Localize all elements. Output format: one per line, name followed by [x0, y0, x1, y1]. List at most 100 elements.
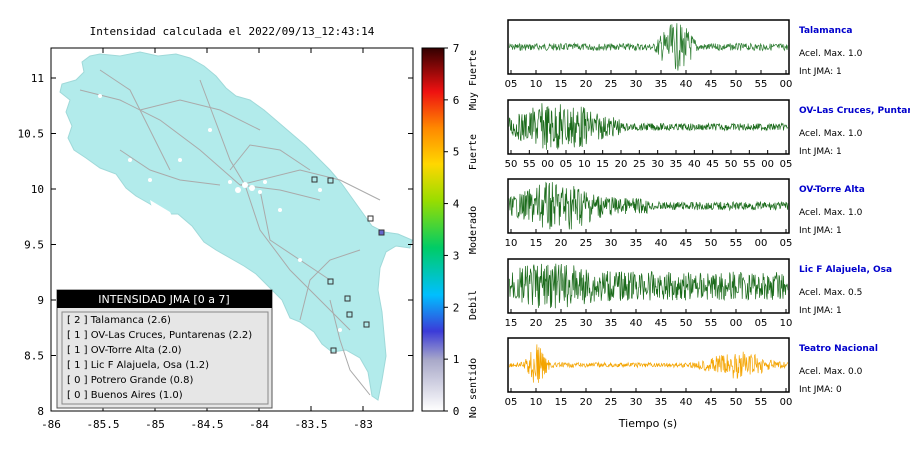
waveform-tick-label: 30 — [651, 159, 664, 170]
waveform-trace — [508, 263, 789, 309]
waveform-trace — [508, 103, 789, 150]
waveform-tick-label: 05 — [780, 159, 793, 170]
accel-max: Acel. Max. 1.0 — [799, 129, 863, 139]
waveform-panel: 50 55 00 05 10 15 20 25 30 35 40 45 50 55 00 05 OV-Las C… — [505, 99, 910, 170]
colorbar-label-no-sentido: No sentido — [468, 358, 479, 418]
colorbar-tick-label: 6 — [453, 94, 460, 107]
waveform-tick-label: 10 — [530, 79, 543, 90]
station-markers — [311, 176, 385, 354]
map-x-tick-label: -85.5 — [86, 418, 119, 431]
legend-item: [ 0 ] Buenos Aires (1.0) — [67, 390, 183, 401]
map-y-tick-label: 8 — [37, 405, 44, 418]
jma-intensity: Int JMA: 1 — [799, 67, 842, 77]
waveform-tick-label: 00 — [780, 397, 793, 408]
map-y-axis: 11 10.5 10 9.5 9 8.5 8 — [18, 72, 413, 418]
accel-max: Acel. Max. 1.0 — [799, 49, 863, 59]
colorbar-tick-label: 2 — [453, 301, 460, 314]
legend-item: [ 1 ] Lic F Alajuela, Osa (1.2) — [67, 360, 209, 371]
map-x-tick-label: -83 — [353, 418, 373, 431]
waveform-tick-label: 45 — [705, 79, 718, 90]
map-x-tick-label: -86 — [41, 418, 61, 431]
waveform-panel: 05 10 15 20 25 30 35 40 45 50 55 00 Teatro Nacional A… — [505, 337, 878, 408]
waveform-tick-label: 00 — [755, 238, 768, 249]
station-name: Teatro Nacional — [799, 344, 878, 354]
waveform-panel: 10 15 20 25 30 35 40 45 50 55 00 05 OV-Torre Alta Ace… — [505, 178, 865, 249]
colorbar-tick-label: 7 — [453, 42, 460, 55]
waveform-tick-label: 50 — [505, 159, 518, 170]
map-y-tick-label: 10.5 — [18, 128, 45, 141]
colorbar-tick-label: 5 — [453, 146, 460, 159]
waveform-tick-label: 50 — [730, 397, 743, 408]
jma-intensity: Int JMA: 1 — [799, 147, 842, 157]
waveform-tick-label: 05 — [780, 238, 793, 249]
waveform-tick-label: 10 — [530, 397, 543, 408]
legend-item: [ 2 ] Talamanca (2.6) — [67, 315, 171, 326]
waveform-tick-label: 55 — [523, 159, 536, 170]
waveform-tick-label: 55 — [743, 159, 756, 170]
waveform-tick-label: 30 — [605, 238, 618, 249]
waveform-tick-label: 20 — [580, 397, 593, 408]
jma-intensity: Int JMA: 1 — [799, 306, 842, 316]
waveform-tick-label: 50 — [680, 318, 693, 329]
waveform-tick-label: 25 — [605, 397, 618, 408]
legend-title: INTENSIDAD JMA [0 a 7] — [98, 293, 229, 306]
colorbar-tick-label: 1 — [453, 353, 460, 366]
waveform-tick-label: 55 — [705, 318, 718, 329]
colorbar-tick-label: 0 — [453, 405, 460, 418]
waveform-tick-label: 00 — [780, 79, 793, 90]
waveform-tick-label: 20 — [615, 159, 628, 170]
station-name: Talamanca — [799, 26, 852, 36]
waveform-tick-label: 35 — [655, 79, 668, 90]
waveform-tick-label: 00 — [761, 159, 774, 170]
waveform-tick-label: 55 — [755, 397, 768, 408]
waveform-tick-label: 25 — [580, 238, 593, 249]
legend-item: [ 1 ] OV-Torre Alta (2.0) — [67, 345, 182, 356]
colorbar-tick-label: 4 — [453, 198, 460, 211]
waveform-tick-label: 40 — [680, 397, 693, 408]
map-y-tick-label: 11 — [31, 72, 44, 85]
waveform-tick-label: 40 — [688, 159, 701, 170]
waveform-trace — [508, 344, 789, 383]
waveform-tick-label: 20 — [555, 238, 568, 249]
jma-intensity: Int JMA: 1 — [799, 226, 842, 236]
map-y-tick-label: 9 — [37, 294, 44, 307]
waveform-frame — [507, 337, 790, 393]
waveform-tick-label: 05 — [505, 79, 518, 90]
accel-max: Acel. Max. 1.0 — [799, 208, 863, 218]
intensity-colorbar: 0 1 2 3 4 5 6 7 No sentido Debil Moderado Fuert… — [421, 42, 479, 418]
intensity-legend: INTENSIDAD JMA [0 a 7] [ 2 ] Talamanca (… — [56, 289, 273, 409]
map-x-tick-label: -84 — [249, 418, 269, 431]
waveform-tick-label: 05 — [560, 159, 573, 170]
waveform-tick-label: 35 — [605, 318, 618, 329]
waveform-tick-label: 45 — [705, 397, 718, 408]
colorbar-tick-label: 3 — [453, 249, 460, 262]
road-network — [79, 69, 381, 396]
map-y-tick-label: 10 — [31, 183, 44, 196]
waveform-tick-label: 50 — [730, 79, 743, 90]
waveform-tick-label: 00 — [730, 318, 743, 329]
colorbar-label-debil: Debil — [468, 290, 479, 320]
waveform-tick-label: 40 — [680, 79, 693, 90]
jma-intensity: Int JMA: 0 — [799, 385, 842, 395]
waveform-tick-label: 30 — [630, 79, 643, 90]
waveform-tick-label: 50 — [705, 238, 718, 249]
waveform-tick-label: 40 — [655, 238, 668, 249]
map-title: Intensidad calculada el 2022/09/13_12:43… — [90, 25, 375, 38]
waveform-tick-label: 10 — [578, 159, 591, 170]
waveform-trace — [508, 23, 789, 71]
waveform-tick-label: 15 — [555, 397, 568, 408]
waveform-tick-label: 55 — [755, 79, 768, 90]
station-name: OV-Torre Alta — [799, 185, 865, 195]
waveform-tick-label: 35 — [670, 159, 683, 170]
station-name: OV-Las Cruces, Puntar — [799, 106, 910, 116]
waveform-trace — [508, 181, 789, 230]
map-y-tick-label: 8.5 — [24, 350, 44, 363]
town-markers — [98, 94, 342, 332]
waveform-tick-label: 45 — [706, 159, 719, 170]
waveform-tick-label: 05 — [505, 397, 518, 408]
waveform-tick-label: 50 — [725, 159, 738, 170]
waveform-tick-label: 15 — [505, 318, 518, 329]
waveform-tick-label: 00 — [541, 159, 554, 170]
colorbar-label-moderado: Moderado — [468, 206, 479, 254]
map-x-tick-label: -83.5 — [294, 418, 327, 431]
